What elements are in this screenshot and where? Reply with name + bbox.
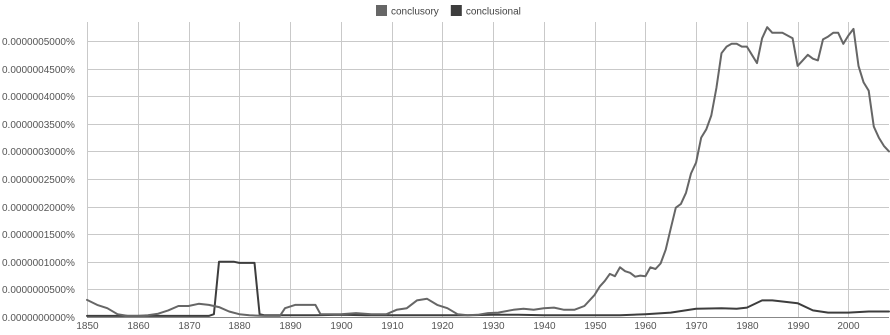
- x-tick-labels: 1850 1860 1870 1880 1890 1900 1910 1920 1930 1940…: [76, 321, 860, 332]
- y-tick-label: 0.0000000000%: [2, 313, 75, 324]
- series-line-conclusory[interactable]: [86, 26, 890, 317]
- x-tick-label: 1930: [482, 321, 505, 332]
- y-tick-labels: 0.0000000000% 0.0000000500% 0.0000001000% 0…: [2, 37, 75, 324]
- x-tick-label: 1940: [533, 321, 556, 332]
- y-tick-label: 0.0000005000%: [2, 37, 75, 48]
- x-tick-label: 1920: [431, 321, 454, 332]
- legend-label-conclusional[interactable]: conclusional: [466, 7, 521, 18]
- y-tick-label: 0.0000004500%: [2, 65, 75, 76]
- x-tick-label: 1950: [584, 321, 607, 332]
- grid-layer: [87, 22, 889, 318]
- x-tick-label: 1880: [228, 321, 251, 332]
- x-tick-label: 1850: [76, 321, 99, 332]
- series-line-conclusional[interactable]: [86, 260, 890, 317]
- x-tick-label: 1980: [736, 321, 759, 332]
- x-tick-label: 1890: [279, 321, 302, 332]
- x-tick-label: 2000: [837, 321, 860, 332]
- legend: conclusory conclusional: [376, 5, 521, 18]
- series-layer: [86, 26, 890, 317]
- x-tick-label: 1900: [330, 321, 353, 332]
- x-tick-label: 1860: [127, 321, 150, 332]
- x-tick-label: 1960: [634, 321, 657, 332]
- y-tick-label: 0.0000001500%: [2, 230, 75, 241]
- x-tick-label: 1990: [787, 321, 810, 332]
- x-tick-label: 1970: [685, 321, 708, 332]
- legend-label-conclusory[interactable]: conclusory: [391, 7, 439, 18]
- y-tick-label: 0.0000001000%: [2, 258, 75, 269]
- y-tick-label: 0.0000002500%: [2, 175, 75, 186]
- y-tick-label: 0.0000000500%: [2, 285, 75, 296]
- legend-swatch-conclusory: [376, 5, 387, 16]
- y-tick-label: 0.0000002000%: [2, 203, 75, 214]
- x-tick-label: 1870: [178, 321, 201, 332]
- x-tick-label: 1910: [381, 321, 404, 332]
- legend-swatch-conclusional: [450, 5, 462, 16]
- y-tick-label: 0.0000004000%: [2, 92, 75, 103]
- y-tick-label: 0.0000003000%: [2, 147, 75, 158]
- y-tick-label: 0.0000003500%: [2, 120, 75, 131]
